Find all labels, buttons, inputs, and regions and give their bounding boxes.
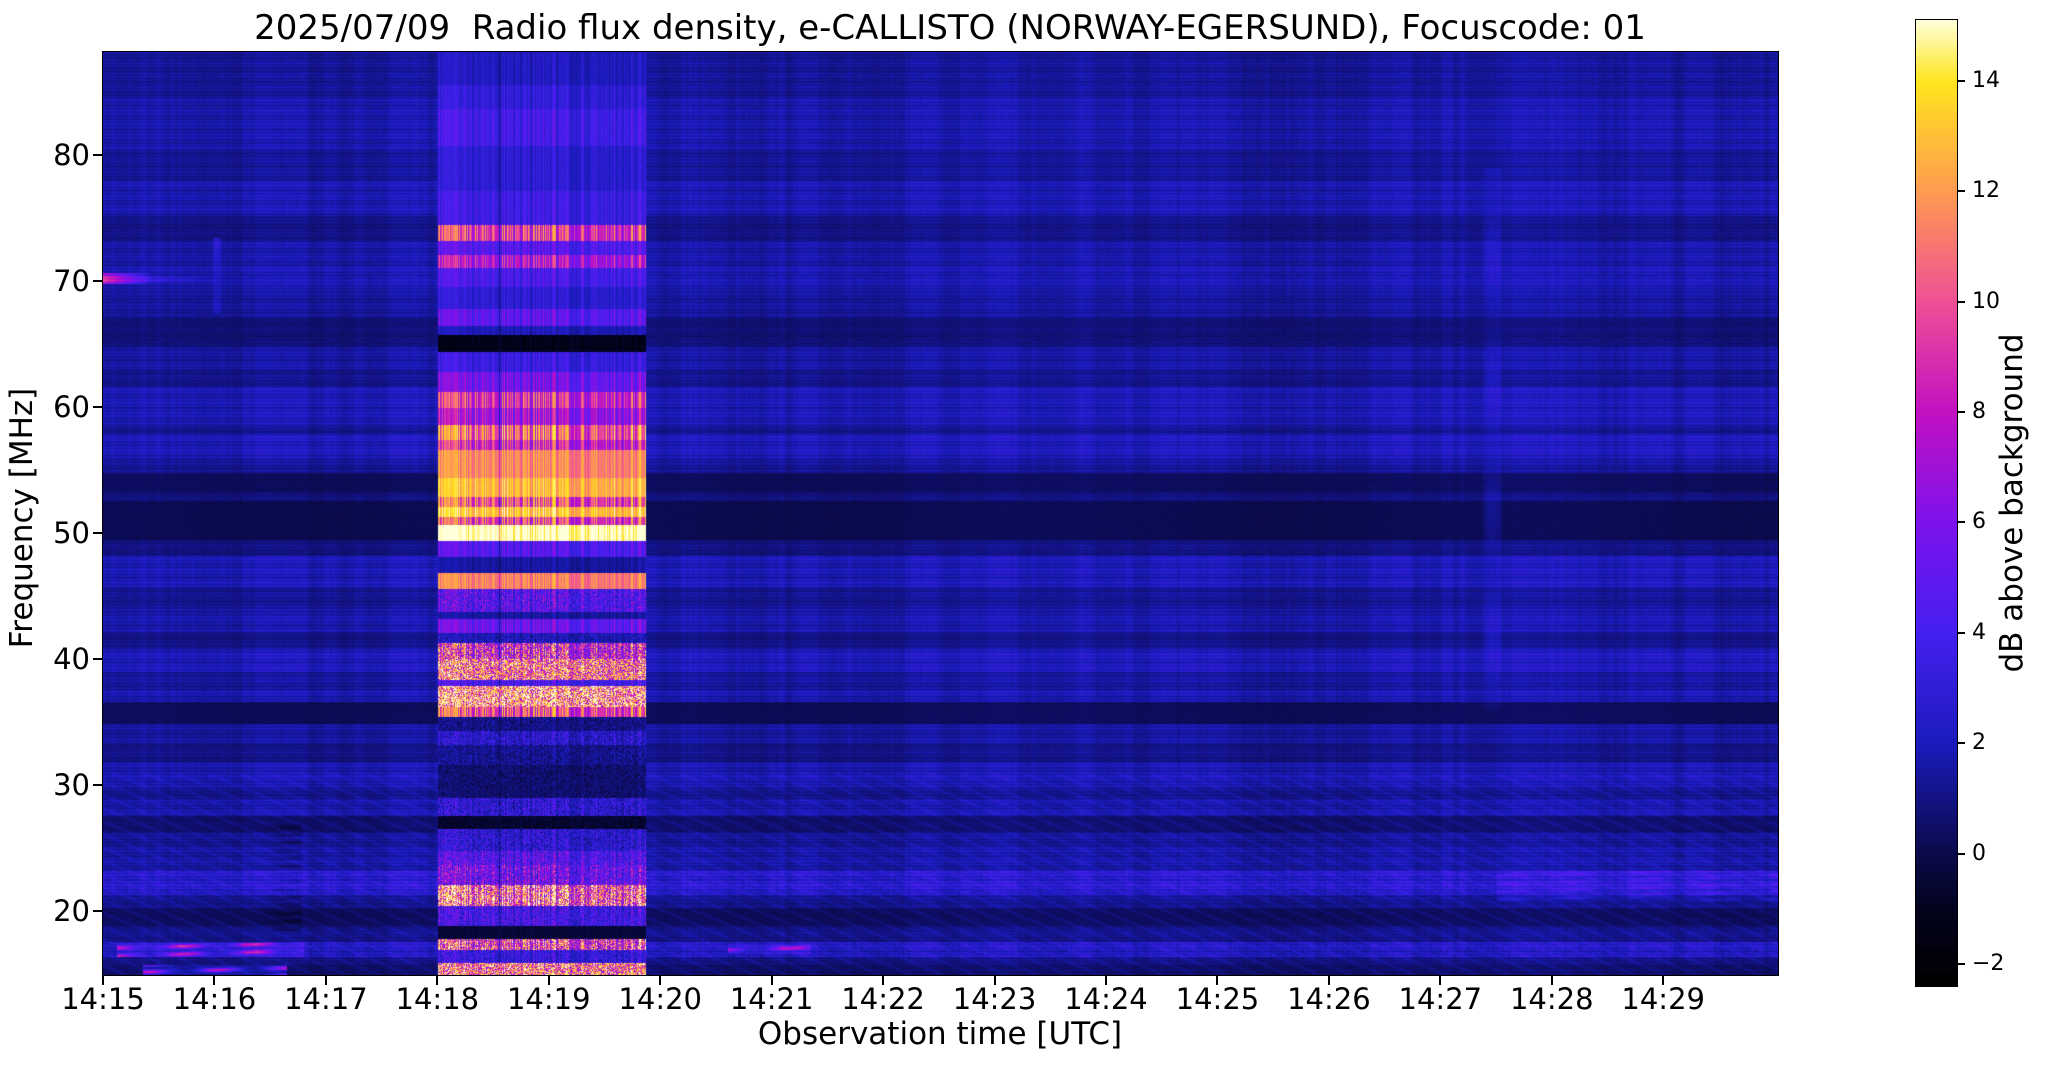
y-tick-label: 80 bbox=[53, 138, 90, 173]
y-tickmark bbox=[93, 909, 103, 912]
y-tick-label: 20 bbox=[53, 893, 90, 928]
colorbar-tickmark bbox=[1957, 631, 1965, 634]
x-tickmark bbox=[1550, 975, 1553, 985]
colorbar-tick-label: 14 bbox=[1972, 67, 2000, 93]
x-tick-label: 14:15 bbox=[61, 982, 145, 1016]
x-tickmark bbox=[1104, 975, 1107, 985]
x-tick-label: 14:23 bbox=[952, 982, 1037, 1016]
x-tick-label: 14:17 bbox=[284, 982, 368, 1016]
y-tick-label: 30 bbox=[53, 767, 90, 802]
x-tickmark bbox=[324, 975, 327, 985]
colorbar-tick-label: 10 bbox=[1972, 288, 2000, 314]
x-tick-label: 14:21 bbox=[729, 982, 814, 1016]
colorbar-tick-label: 4 bbox=[1972, 619, 1986, 645]
spectrogram-heatmap bbox=[102, 51, 1779, 976]
x-tick-label: 14:20 bbox=[618, 982, 702, 1016]
y-tickmark bbox=[93, 154, 103, 157]
y-tickmark bbox=[93, 532, 103, 535]
chart-title: 2025/07/09 Radio flux density, e-CALLIST… bbox=[254, 8, 1646, 48]
x-tickmark bbox=[1439, 975, 1442, 985]
colorbar-tickmark bbox=[1957, 410, 1965, 413]
x-tick-label: 14:19 bbox=[506, 982, 591, 1016]
x-tickmark bbox=[1216, 975, 1219, 985]
x-tickmark bbox=[882, 975, 885, 985]
x-tick-label: 14:28 bbox=[1509, 982, 1594, 1016]
colorbar bbox=[1915, 19, 1958, 987]
x-axis-label: Observation time [UTC] bbox=[757, 1016, 1123, 1052]
x-tickmark bbox=[213, 975, 216, 985]
colorbar-label: dB above background bbox=[1994, 333, 2030, 673]
colorbar-tickmark bbox=[1957, 79, 1965, 82]
colorbar-tickmark bbox=[1957, 190, 1965, 193]
y-tickmark bbox=[93, 783, 103, 786]
x-tickmark bbox=[993, 975, 996, 985]
y-tickmark bbox=[93, 280, 103, 283]
colorbar-tick-label: 12 bbox=[1972, 178, 2000, 204]
x-tick-label: 14:22 bbox=[841, 982, 925, 1016]
colorbar-tick-label: 0 bbox=[1972, 840, 1986, 866]
x-tick-label: 14:26 bbox=[1287, 982, 1371, 1016]
colorbar-tickmark bbox=[1957, 300, 1965, 303]
x-tickmark bbox=[770, 975, 773, 985]
colorbar-tickmark bbox=[1957, 852, 1965, 855]
y-tick-label: 40 bbox=[53, 641, 90, 676]
colorbar-tickmark bbox=[1957, 521, 1965, 524]
x-tickmark bbox=[1327, 975, 1330, 985]
x-tickmark bbox=[547, 975, 550, 985]
x-tick-label: 14:24 bbox=[1064, 982, 1148, 1016]
y-tickmark bbox=[93, 406, 103, 409]
x-tickmark bbox=[659, 975, 662, 985]
colorbar-tickmark bbox=[1957, 962, 1965, 965]
colorbar-tick-label: −2 bbox=[1972, 950, 2005, 976]
colorbar-tickmark bbox=[1957, 742, 1965, 745]
y-tick-label: 70 bbox=[53, 264, 90, 299]
x-tick-label: 14:29 bbox=[1621, 982, 1705, 1016]
x-tickmark bbox=[1662, 975, 1665, 985]
y-tick-label: 50 bbox=[53, 516, 90, 551]
x-tick-label: 14:27 bbox=[1398, 982, 1483, 1016]
x-tickmark bbox=[102, 975, 104, 985]
colorbar-tick-label: 2 bbox=[1972, 730, 1986, 756]
x-tick-label: 14:18 bbox=[395, 982, 480, 1016]
x-tick-label: 14:25 bbox=[1175, 982, 1260, 1016]
colorbar-tick-label: 8 bbox=[1972, 398, 1986, 424]
x-tickmark bbox=[436, 975, 439, 985]
y-tickmark bbox=[93, 657, 103, 660]
x-tick-label: 14:16 bbox=[172, 982, 257, 1016]
colorbar-tick-label: 6 bbox=[1972, 509, 1986, 535]
y-tick-label: 60 bbox=[53, 390, 90, 425]
